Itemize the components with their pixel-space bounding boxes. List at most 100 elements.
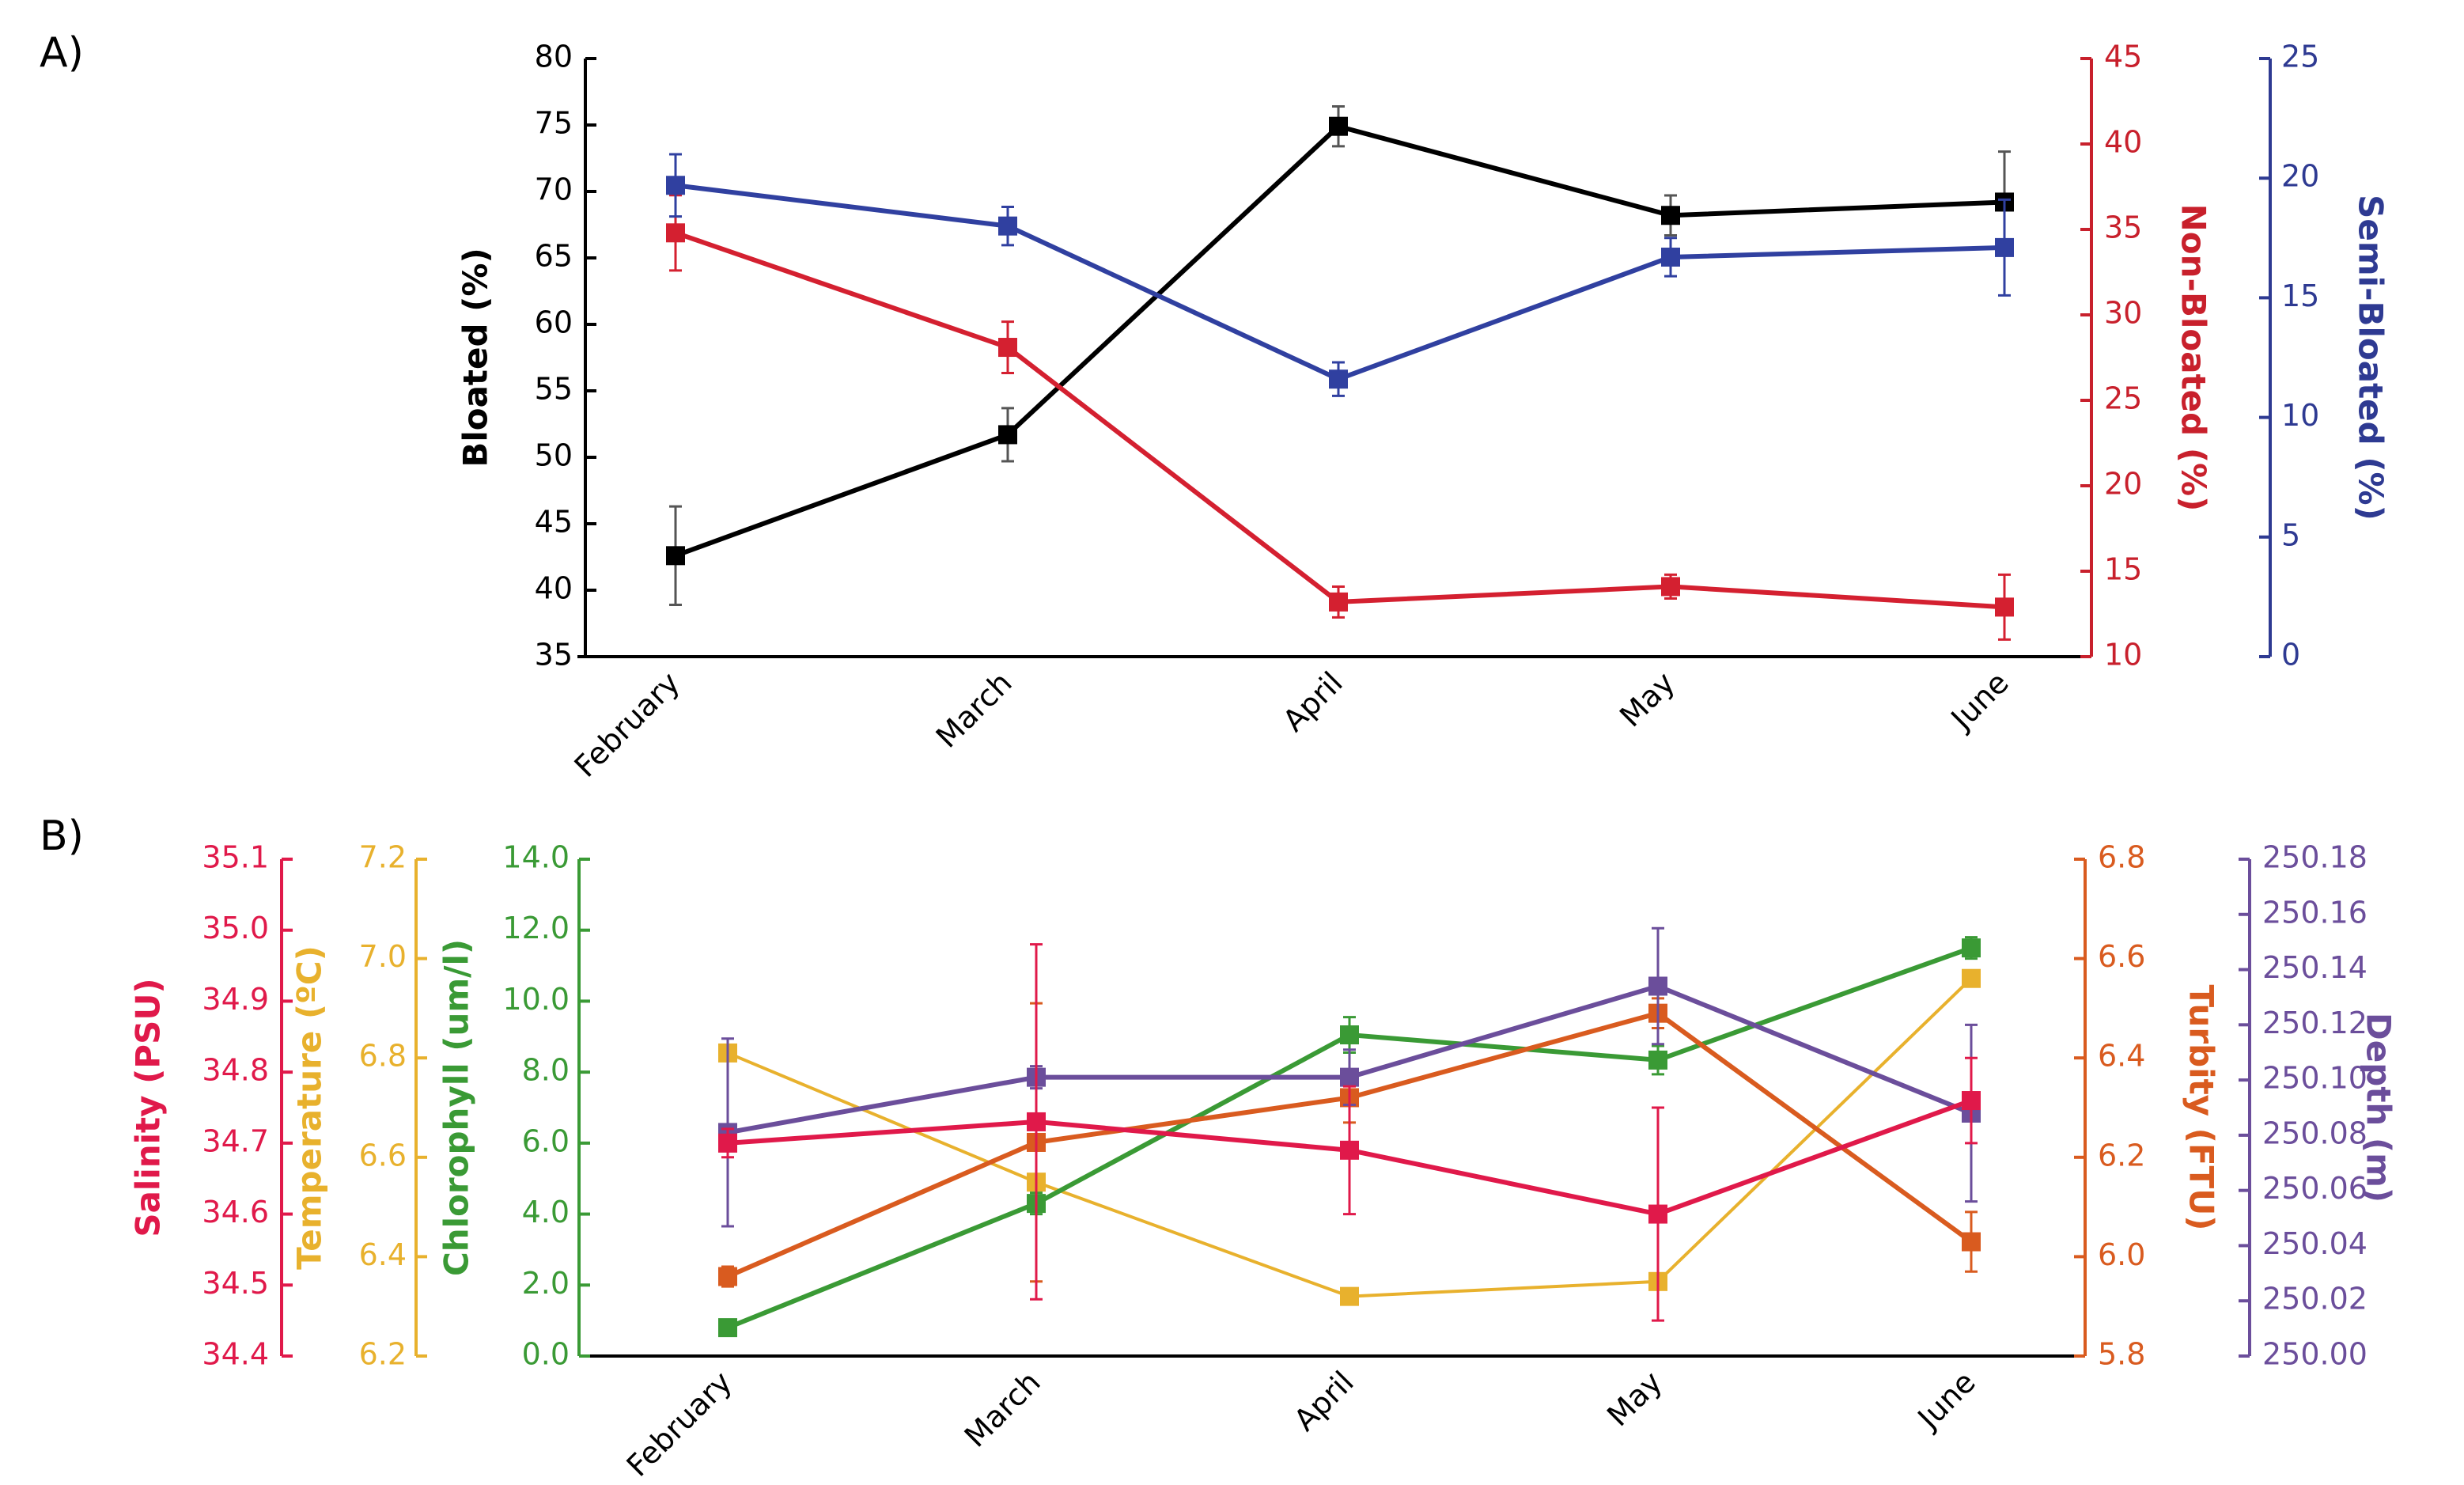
marker: [1995, 597, 2014, 617]
series-line: [675, 183, 2005, 382]
y-tick-label: 15: [2104, 552, 2142, 587]
marker: [666, 176, 685, 195]
y-tick-label: 250.06: [2262, 1171, 2367, 1206]
panel-label: B): [40, 813, 84, 860]
y-tick-label: 40: [2104, 125, 2142, 160]
y-tick-label: 4.0: [522, 1195, 570, 1229]
y-tick-label: 7.0: [359, 939, 407, 974]
y-tick-label: 35: [2104, 210, 2142, 245]
y-tick-label: 65: [535, 239, 573, 274]
x-tick-label: May: [1600, 1365, 1669, 1434]
y-tick-label: 6.0: [2098, 1237, 2145, 1272]
y-tick-label: 45: [2104, 40, 2142, 74]
y-tick-label: 6.8: [359, 1039, 407, 1074]
marker: [1329, 369, 1348, 389]
y-tick-label: 70: [535, 172, 573, 207]
panel-label: A): [40, 29, 84, 77]
y-tick-label: 6.4: [359, 1237, 407, 1272]
marker: [1648, 1204, 1667, 1224]
y-axis-title: Depth (m): [2360, 1013, 2398, 1203]
y-axis-title: Temperature (ºC): [290, 945, 329, 1270]
y-tick-label: 2.0: [522, 1266, 570, 1301]
y-tick-label: 50: [535, 438, 573, 473]
y-tick-label: 25: [2104, 381, 2142, 416]
y-tick-label: 6.8: [2098, 840, 2145, 875]
y-tick-label: 45: [535, 505, 573, 540]
x-tick-label: February: [568, 665, 687, 784]
y-tick-label: 6.4: [2098, 1039, 2145, 1074]
y-tick-label: 250.08: [2262, 1116, 2367, 1150]
marker: [1661, 577, 1680, 597]
marker: [998, 338, 1017, 358]
y-tick-label: 35.1: [202, 840, 269, 875]
marker: [718, 1133, 737, 1153]
y-tick-label: 0.0: [522, 1337, 570, 1372]
y-tick-label: 20: [2104, 467, 2142, 502]
x-tick-label: May: [1613, 665, 1682, 734]
x-tick-label: April: [1287, 1365, 1361, 1438]
x-tick-label: April: [1276, 665, 1349, 739]
y-axis-title: Non-Bloated (%): [2174, 204, 2213, 512]
marker: [998, 425, 1017, 445]
x-tick-label: March: [958, 1365, 1047, 1454]
y-tick-label: 5.8: [2098, 1337, 2145, 1372]
y-tick-label: 35.0: [202, 911, 269, 945]
y-tick-label: 6.6: [359, 1138, 407, 1172]
marker: [1340, 1025, 1359, 1045]
marker: [1648, 1050, 1667, 1070]
marker: [1995, 237, 2014, 257]
y-tick-label: 75: [535, 106, 573, 141]
y-tick-label: 15: [2281, 278, 2319, 313]
y-tick-label: 10: [2281, 398, 2319, 433]
x-tick-label: June: [1910, 1365, 1982, 1437]
y-tick-label: 6.0: [522, 1123, 570, 1158]
y-tick-label: 80: [535, 40, 573, 74]
y-tick-label: 7.2: [359, 840, 407, 875]
y-tick-label: 34.4: [202, 1337, 269, 1372]
marker: [718, 1318, 737, 1338]
y-tick-label: 250.04: [2262, 1226, 2367, 1261]
marker: [1340, 1067, 1359, 1087]
y-axis-title: Salinity (PSU): [129, 978, 168, 1237]
marker: [1962, 1091, 1981, 1111]
y-tick-label: 250.14: [2262, 950, 2367, 985]
x-tick-label: March: [929, 665, 1019, 755]
y-tick-label: 8.0: [522, 1053, 570, 1088]
y-tick-label: 30: [2104, 296, 2142, 331]
y-tick-label: 250.16: [2262, 895, 2367, 930]
marker: [1340, 1140, 1359, 1160]
marker: [718, 1267, 737, 1286]
y-tick-label: 14.0: [502, 840, 570, 875]
marker: [666, 546, 685, 566]
y-axis-title: Chlorophyll (um/l): [437, 939, 476, 1276]
marker: [666, 223, 685, 243]
y-tick-label: 25: [2281, 40, 2319, 74]
y-tick-label: 34.9: [202, 982, 269, 1017]
y-tick-label: 34.7: [202, 1123, 269, 1158]
y-tick-label: 35: [535, 638, 573, 672]
y-tick-label: 5: [2281, 517, 2300, 552]
y-tick-label: 10: [2104, 638, 2142, 672]
marker: [1027, 1112, 1046, 1131]
marker: [1661, 247, 1680, 267]
marker: [998, 216, 1017, 236]
y-tick-label: 6.2: [2098, 1138, 2145, 1172]
marker: [1661, 206, 1680, 225]
y-tick-label: 20: [2281, 159, 2319, 194]
y-tick-label: 34.6: [202, 1195, 269, 1229]
y-tick-label: 250.18: [2262, 840, 2367, 875]
y-tick-label: 0: [2281, 638, 2300, 672]
marker: [1648, 976, 1667, 996]
y-tick-label: 250.02: [2262, 1282, 2367, 1316]
y-tick-label: 34.8: [202, 1053, 269, 1088]
x-tick-label: June: [1944, 665, 2015, 737]
y-axis-title: Turbity (FTU): [2182, 984, 2221, 1230]
y-tick-label: 6.6: [2098, 939, 2145, 974]
marker: [1962, 968, 1981, 988]
x-tick-label: February: [620, 1365, 739, 1483]
y-axis-title: Semi-Bloated (%): [2352, 195, 2390, 521]
y-tick-label: 60: [535, 305, 573, 340]
series-line: [674, 123, 2005, 559]
y-tick-label: 250.12: [2262, 1006, 2367, 1040]
